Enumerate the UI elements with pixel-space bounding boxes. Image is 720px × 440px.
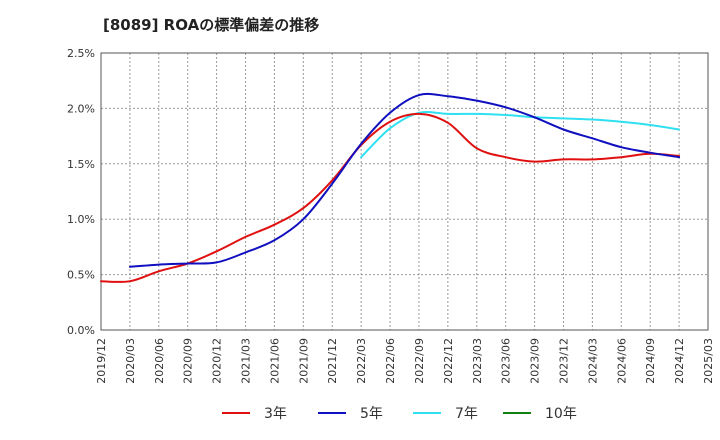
series-line-5年: [128, 92, 681, 268]
x-tick-label: 2022/06: [384, 338, 397, 384]
legend-label: 5年: [360, 406, 383, 422]
x-tick-label: 2021/12: [326, 338, 339, 384]
x-tick-label: 2024/12: [673, 338, 686, 384]
legend-label: 3年: [264, 406, 287, 422]
x-tick-label: 2025/03: [702, 338, 715, 384]
x-tick-label: 2023/12: [557, 338, 570, 384]
x-tick-label: 2020/09: [182, 338, 195, 384]
x-tick-label: 2022/03: [355, 338, 368, 384]
x-tick-label: 2019/12: [95, 338, 108, 384]
x-tick-label: 2023/03: [471, 338, 484, 384]
x-tick-label: 2024/09: [644, 338, 657, 384]
y-tick-label: 0.0%: [67, 324, 95, 337]
x-tick-label: 2020/06: [153, 338, 166, 384]
x-tick-label: 2024/03: [586, 338, 599, 384]
x-tick-label: 2021/06: [268, 338, 281, 384]
plot-border: [100, 52, 709, 331]
x-tick-label: 2020/03: [124, 338, 137, 384]
x-tick-label: 2023/06: [500, 338, 513, 384]
x-tick-label: 2021/03: [240, 338, 253, 384]
x-tick-label: 2024/06: [615, 338, 628, 384]
x-tick-label: 2022/12: [442, 338, 455, 384]
legend-label: 10年: [545, 406, 577, 422]
series-line-3年: [100, 112, 681, 283]
x-tick-label: 2022/09: [413, 338, 426, 384]
y-tick-label: 2.5%: [67, 47, 95, 60]
y-tick-label: 2.0%: [67, 102, 95, 115]
legend-label: 7年: [455, 406, 478, 422]
y-tick-label: 0.5%: [67, 269, 95, 282]
x-tick-label: 2020/12: [211, 338, 224, 384]
y-tick-label: 1.5%: [67, 158, 95, 171]
chart-title: [8089] ROAの標準偏差の推移: [103, 16, 320, 34]
y-tick-label: 1.0%: [67, 213, 95, 226]
x-tick-label: 2021/09: [297, 338, 310, 384]
x-tick-label: 2023/09: [529, 338, 542, 384]
